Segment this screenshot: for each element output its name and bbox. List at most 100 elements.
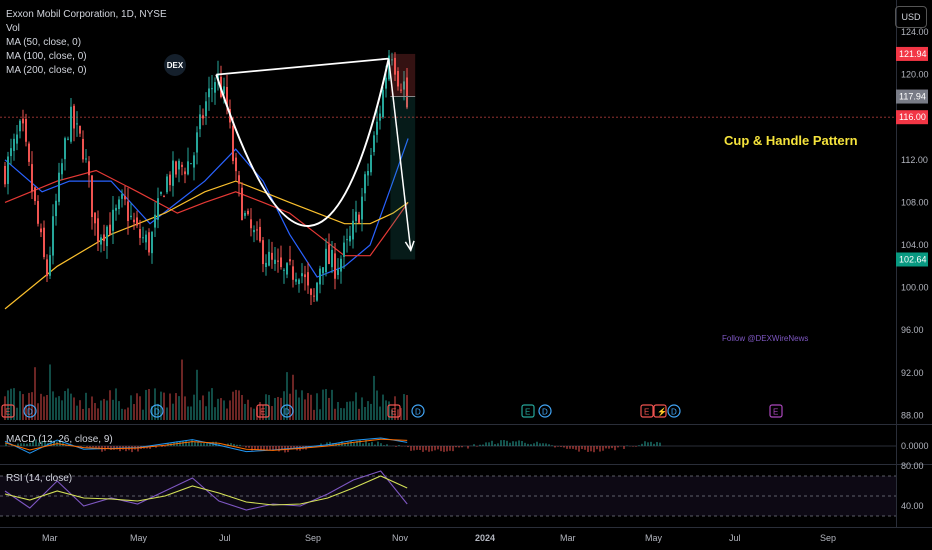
macd-histogram-bar: [179, 441, 181, 446]
dividend-marker: [150, 404, 164, 418]
candle-body: [292, 266, 294, 280]
event-marker-label: E: [644, 408, 649, 417]
ma100-legend[interactable]: MA (100, close, 0): [6, 51, 87, 62]
candle-body: [85, 158, 87, 160]
volume-bar: [109, 390, 111, 420]
candle-body: [106, 226, 108, 247]
price-label: 121.94: [899, 49, 927, 59]
earnings-marker: [1, 404, 15, 418]
currency-button[interactable]: USD: [895, 6, 927, 28]
candle-body: [367, 170, 369, 176]
macd-legend[interactable]: MACD (12, 26, close, 9): [6, 434, 113, 445]
candle-body: [4, 165, 6, 185]
candle-body: [154, 214, 156, 228]
arrow-head: [404, 240, 415, 253]
candle-body: [178, 160, 180, 170]
macd-histogram-bar: [548, 444, 550, 446]
volume-bar: [271, 406, 273, 420]
volume-bar: [91, 396, 93, 420]
macd-histogram-bar: [608, 446, 610, 449]
candle-body: [199, 114, 201, 130]
volume-bar: [196, 369, 198, 420]
candle-body: [346, 239, 348, 241]
time-tick-label: Jul: [729, 533, 741, 543]
volume-bar: [274, 397, 276, 420]
volume-bar: [235, 389, 237, 420]
macd-histogram-bar: [641, 443, 643, 446]
macd-histogram-bar: [80, 446, 82, 447]
candle-body: [64, 138, 66, 160]
volume-bar: [298, 397, 300, 420]
volume-bar: [163, 392, 165, 420]
candle-body: [133, 219, 135, 223]
volume-bar: [181, 359, 183, 420]
volume-bar: [265, 394, 267, 420]
macd-histogram-bar: [443, 446, 445, 452]
macd-histogram-bar: [563, 446, 565, 448]
volume-bar: [202, 395, 204, 420]
macd-histogram-bar: [41, 441, 43, 446]
macd-histogram-bar: [200, 443, 202, 446]
candle-body: [280, 257, 282, 268]
volume-bar: [373, 375, 375, 420]
volume-bar: [73, 397, 75, 420]
macd-histogram-bar: [23, 443, 25, 446]
macd-histogram-bar: [494, 444, 496, 446]
volume-bar: [166, 407, 168, 420]
volume-bar: [169, 393, 171, 420]
candle-body: [298, 279, 300, 285]
price-tick-label: 100.00: [901, 283, 929, 293]
candle-body: [22, 118, 24, 124]
price-label: 102.64: [899, 254, 927, 264]
macd-histogram-bar: [521, 441, 523, 446]
volume-bar: [52, 391, 54, 420]
macd-histogram-bar: [95, 446, 97, 448]
macd-histogram-bar: [209, 443, 211, 446]
volume-bar: [247, 399, 249, 420]
macd-histogram-bar: [473, 444, 475, 446]
event-marker-label: E: [525, 408, 530, 417]
macd-histogram-bar: [452, 446, 454, 452]
candle-body: [52, 216, 54, 256]
candle-body: [304, 274, 306, 278]
macd-histogram-bar: [422, 446, 424, 452]
macd-histogram-bar: [374, 444, 376, 446]
volume-bar: [319, 409, 321, 420]
pattern-label: Cup & Handle Pattern: [724, 133, 858, 148]
candle-body: [364, 174, 366, 194]
candle-body: [196, 132, 198, 153]
time-tick-label: Jul: [219, 533, 231, 543]
volume-bar: [10, 388, 12, 420]
macd-histogram-bar: [617, 446, 619, 448]
volume-bar: [277, 396, 279, 420]
candle-body: [145, 234, 147, 243]
ma50-legend[interactable]: MA (50, close, 0): [6, 37, 82, 48]
candle-body: [247, 210, 249, 215]
macd-histogram-bar: [368, 443, 370, 446]
candle-body: [253, 229, 255, 233]
macd-histogram-bar: [593, 446, 595, 453]
price-tick-label: 108.00: [901, 197, 929, 207]
rsi-legend[interactable]: RSI (14, close): [6, 473, 73, 484]
macd-histogram-bar: [416, 446, 418, 450]
candle-body: [358, 214, 360, 223]
volume-bar: [13, 388, 15, 420]
time-tick-label: Sep: [820, 533, 836, 543]
candle-body: [310, 288, 312, 295]
macd-histogram-bar: [524, 442, 526, 446]
macd-histogram-bar: [26, 443, 28, 446]
candle-body: [223, 86, 225, 94]
rsi-tick-label: 80.00: [901, 461, 924, 471]
follow-text: Follow @DEXWireNews: [722, 334, 808, 343]
ma200-legend[interactable]: MA (200, close, 0): [6, 65, 87, 76]
volume-legend[interactable]: Vol: [6, 23, 20, 34]
macd-histogram-bar: [362, 443, 364, 446]
candle-body: [172, 160, 174, 186]
macd-histogram-bar: [602, 446, 604, 451]
macd-histogram-bar: [206, 443, 208, 446]
candle-body: [28, 143, 30, 162]
price-tick-label: 92.00: [901, 368, 924, 378]
volume-bar: [367, 401, 369, 420]
macd-histogram-bar: [455, 446, 457, 448]
